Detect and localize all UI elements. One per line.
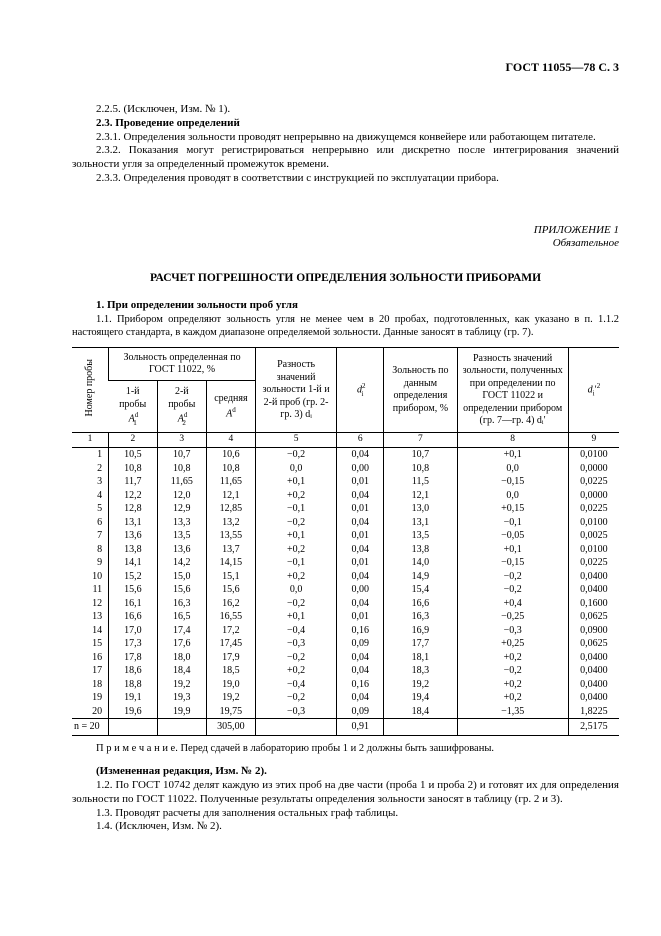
table-row: 412,212,012,1+0,20,0412,10,00,0000 <box>72 489 619 503</box>
p-14: 1.4. (Исключен, Изм. № 2). <box>72 820 619 834</box>
p-232: 2.3.2. Показания могут регистрироваться … <box>72 144 619 172</box>
th-group1: Зольность определенная по ГОСТ 11022, % <box>109 348 256 381</box>
th-c9: di′2 <box>568 348 619 433</box>
table-note: П р и м е ч а н и е. Перед сдачей в лабо… <box>72 742 619 755</box>
appendix-label: ПРИЛОЖЕНИЕ 1 Обязательное <box>72 224 619 252</box>
table-row: 210,810,810,80,00,0010,80,00,0000 <box>72 462 619 476</box>
table-sum-row: n = 20305,000,912,5175 <box>72 719 619 736</box>
appendix-line2: Обязательное <box>72 237 619 251</box>
table-row: 512,812,912,85−0,10,0113,0+0,150,0225 <box>72 502 619 516</box>
table-row: 1316,616,516,55+0,10,0116,3−0,250,0625 <box>72 610 619 624</box>
sect1-head: 1. При определении зольности проб угля <box>72 299 619 313</box>
table-row: 2019,619,919,75−0,30,0918,4−1,351,8225 <box>72 705 619 719</box>
table-row: 1919,119,319,2−0,20,0419,4+0,20,0400 <box>72 691 619 705</box>
table-row: 1216,116,316,2−0,20,0416,6+0,40,1600 <box>72 597 619 611</box>
page: ГОСТ 11055—78 С. 3 2.2.5. (Исключен, Изм… <box>0 0 661 936</box>
doc-ref: ГОСТ 11055—78 С. 3 <box>72 60 619 75</box>
p-225: 2.2.5. (Исключен, Изм. № 1). <box>72 103 619 117</box>
data-table: Номер пробы Зольность определенная по ГО… <box>72 347 619 735</box>
p-12: 1.2. По ГОСТ 10742 делят каждую из этих … <box>72 779 619 807</box>
p-23: 2.3. Проведение определений <box>72 117 619 131</box>
th-c1: Номер пробы <box>84 349 97 426</box>
th-c5: Разность значений зольности 1-й и 2-й пр… <box>255 348 336 433</box>
th-c6: d2i <box>337 348 384 433</box>
p-13: 1.3. Проводят расчеты для заполнения ост… <box>72 807 619 821</box>
section-title: РАСЧЕТ ПОГРЕШНОСТИ ОПРЕДЕЛЕНИЯ ЗОЛЬНОСТИ… <box>72 271 619 285</box>
appendix-line1: ПРИЛОЖЕНИЕ 1 <box>72 224 619 238</box>
th-c3: 2-й пробы Ad2 <box>157 381 206 433</box>
table-row: 1718,618,418,5+0,20,0418,3−0,20,0400 <box>72 664 619 678</box>
table-row: 1015,215,015,1+0,20,0414,9−0,20,0400 <box>72 570 619 584</box>
table-row: 1617,818,017,9−0,20,0418,1+0,20,0400 <box>72 651 619 665</box>
table-row: 713,613,513,55+0,10,0113,5−0,050,0025 <box>72 529 619 543</box>
table-row: 1115,615,615,60,00,0015,4−0,20,0400 <box>72 583 619 597</box>
table-row: 1517,317,617,45−0,30,0917,7+0,250,0625 <box>72 637 619 651</box>
th-c4: средняя Ad <box>206 381 255 433</box>
table-row: 813,813,613,7+0,20,0413,8+0,10,0100 <box>72 543 619 557</box>
table-row: 1417,017,417,2−0,40,1616,9−0,30,0900 <box>72 624 619 638</box>
th-c7: Зольность по данным определения прибором… <box>384 348 457 433</box>
table-row: 613,113,313,2−0,20,0413,1−0,10,0100 <box>72 516 619 530</box>
p-11: 1.1. Прибором определяют зольность угля … <box>72 313 619 339</box>
colnum-row: 1 2 3 4 5 6 7 8 9 <box>72 433 619 448</box>
th-c2: 1-й пробы Ad1 <box>109 381 158 433</box>
p-edit: (Измененная редакция, Изм. № 2). <box>72 765 619 779</box>
th-c8: Разность значений зольности, полученных … <box>457 348 568 433</box>
p-231: 2.3.1. Определения зольности проводят не… <box>72 131 619 145</box>
table-row: 914,114,214,15−0,10,0114,0−0,150,0225 <box>72 556 619 570</box>
p-233: 2.3.3. Определения проводят в соответств… <box>72 172 619 186</box>
table-row: 1818,819,219,0−0,40,1619,2+0,20,0400 <box>72 678 619 692</box>
table-row: 311,711,6511,65+0,10,0111,5−0,150,0225 <box>72 475 619 489</box>
table-body: 110,510,710,6−0,20,0410,7+0,10,0100210,8… <box>72 448 619 736</box>
table-row: 110,510,710,6−0,20,0410,7+0,10,0100 <box>72 448 619 462</box>
